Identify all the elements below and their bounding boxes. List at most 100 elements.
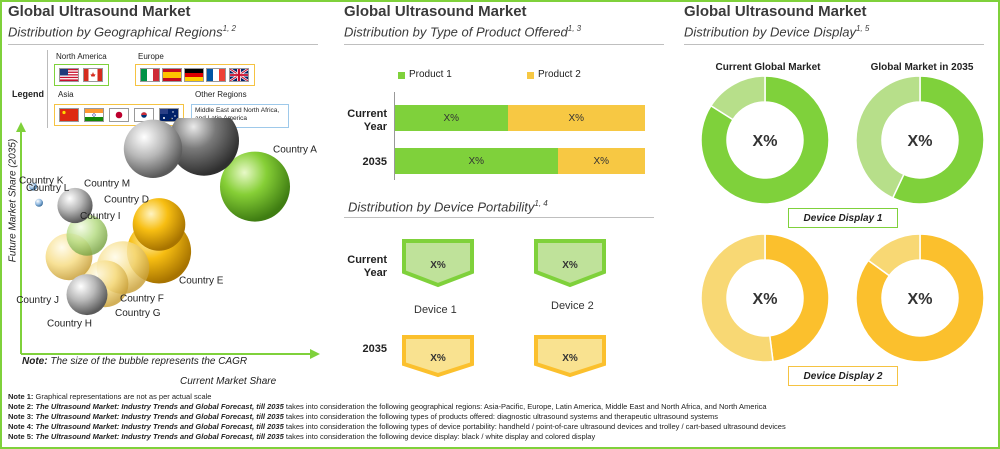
y-axis-label: Future Market Share (2035) [7,138,19,263]
device1-label: Device 1 [414,304,457,316]
portability-rule [344,217,654,218]
donut-1-current-center-label: X% [753,133,778,150]
canada-flag-icon [83,68,103,82]
donut-1-current-slice-1 [700,75,830,205]
left-title: Global Ultrasound Market [8,3,191,20]
donut-2-current-slice-2 [700,233,774,363]
bubble-label-country-c: Country C [139,118,184,121]
bubble-country-d [132,198,186,251]
region-other-label: Other Regions [195,90,247,99]
india-flag-icon [84,108,104,122]
france-flag-icon [206,68,226,82]
bubble-label-country-g: Country G [115,308,161,319]
note-4: Note 4: The Ultrasound Market: Industry … [8,422,786,431]
y-axis-arrow-icon [16,122,26,132]
donut-2-2035-slice-2 [867,233,921,277]
bubble-country-k [29,182,37,191]
legend-product2-swatch [527,72,534,79]
donut-charts: X% X% X% X% [700,75,985,363]
bubble-label-country-e: Country E [179,275,224,286]
donut-1-2035-slice-2 [855,75,921,199]
legend-product1: Product 1 [409,69,452,80]
region-europe-box [135,64,255,86]
middle-subtitle: Distribution by Type of Product Offered1… [344,24,582,40]
device2-2035-shield: X% [534,335,606,378]
bubble-country-c [123,119,183,178]
donut-col1-title: Current Global Market [715,62,821,73]
bubble-country-m [57,187,93,224]
bar-row-2035-label: 2035 [362,156,387,168]
bubble-label-country-m: Country M [84,179,130,190]
region-north-america-label: North America [56,52,107,61]
bar-axis [394,92,395,180]
right-subtitle: Distribution by Device Display1, 5 [684,24,870,40]
middle-title: Global Ultrasound Market [344,3,527,20]
region-europe-label: Europe [138,52,164,61]
legend-product1-swatch [398,72,405,79]
left-subtitle: Distribution by Geographical Regions1, 2 [8,24,236,40]
right-title: Global Ultrasound Market [684,3,867,20]
device2-label: Device 2 [551,300,594,312]
middle-rule [344,44,664,45]
bubble-label-country-d: Country D [104,194,149,205]
device2-2035-value: X% [562,353,578,364]
bar-current-product-2: X% [507,105,645,131]
bar-2035-product-2: X% [557,148,645,174]
device1-current-shield: X% [402,239,474,288]
note-2: Note 2: The Ultrasound Market: Industry … [8,402,767,411]
spain-flag-icon [162,68,182,82]
note-1: Note 1: Graphical representations are no… [8,392,212,401]
bubble-label-country-h: Country H [47,319,92,330]
bubble-country-i [66,214,108,256]
germany-flag-icon [184,68,204,82]
bubble-label-country-f: Country F [120,294,164,305]
bubble-label-country-i: Country I [80,211,121,222]
portability-row-2035-label: 2035 [362,343,387,355]
legend-bracket [47,50,48,128]
bar-row-current-label: Current Year [347,108,387,133]
left-rule [8,44,318,45]
donut-2-current-center-label: X% [753,291,778,308]
portability-row-current-label: Current Year [347,254,387,279]
device1-2035-shield: X% [402,335,474,378]
bar-2035-product-1: X% [395,148,558,174]
stacked-bar-area: X% X% X% X% [395,0,645,200]
bubble-country-l [35,198,43,207]
china-flag-icon [59,108,79,122]
donut-1-2035-center-label: X% [908,133,933,150]
donut-1-2035-slice-1 [891,75,985,205]
region-north-america-box [54,64,109,86]
donut-2-2035-center-label: X% [908,291,933,308]
bubble-label-country-l: Country L [26,183,70,194]
note-5: Note 5: The Ultrasound Market: Industry … [8,432,596,441]
notes-section: Note 1: Graphical representations are no… [8,392,993,442]
device1-2035-value: X% [430,353,446,364]
right-rule [684,44,984,45]
bubble-country-h [66,274,108,316]
bubble-label-country-a: Country A [273,145,317,156]
donut-col2-title: Global Market in 2035 [870,62,974,73]
bubble-label-country-j: Country J [16,295,59,306]
italy-flag-icon [140,68,160,82]
note-3: Note 3: The Ultrasound Market: Industry … [8,412,719,421]
donut-2-2035-slice-1 [855,233,985,363]
donut-1-current-slice-2 [709,75,766,121]
device2-current-shield: X% [534,239,606,288]
usa-flag-icon [59,68,79,82]
device2-current-value: X% [562,260,578,271]
australia-flag-icon [159,108,179,122]
legend-product2: Product 2 [538,69,581,80]
region-asia-label: Asia [58,90,74,99]
uk-flag-icon [229,68,249,82]
bar-current-product-1: X% [395,105,508,131]
device1-current-value: X% [430,260,446,271]
device-display-2-label: Device Display 2 [788,366,898,386]
x-axis-label: Current Market Share [180,376,277,387]
x-axis-arrow-icon [310,349,320,359]
bubble-country-b [169,118,239,176]
donut-2-current-slice-1 [764,233,830,363]
device-display-1-label: Device Display 1 [788,208,898,228]
bubble-note: Note: The size of the bubble represents … [22,356,248,367]
